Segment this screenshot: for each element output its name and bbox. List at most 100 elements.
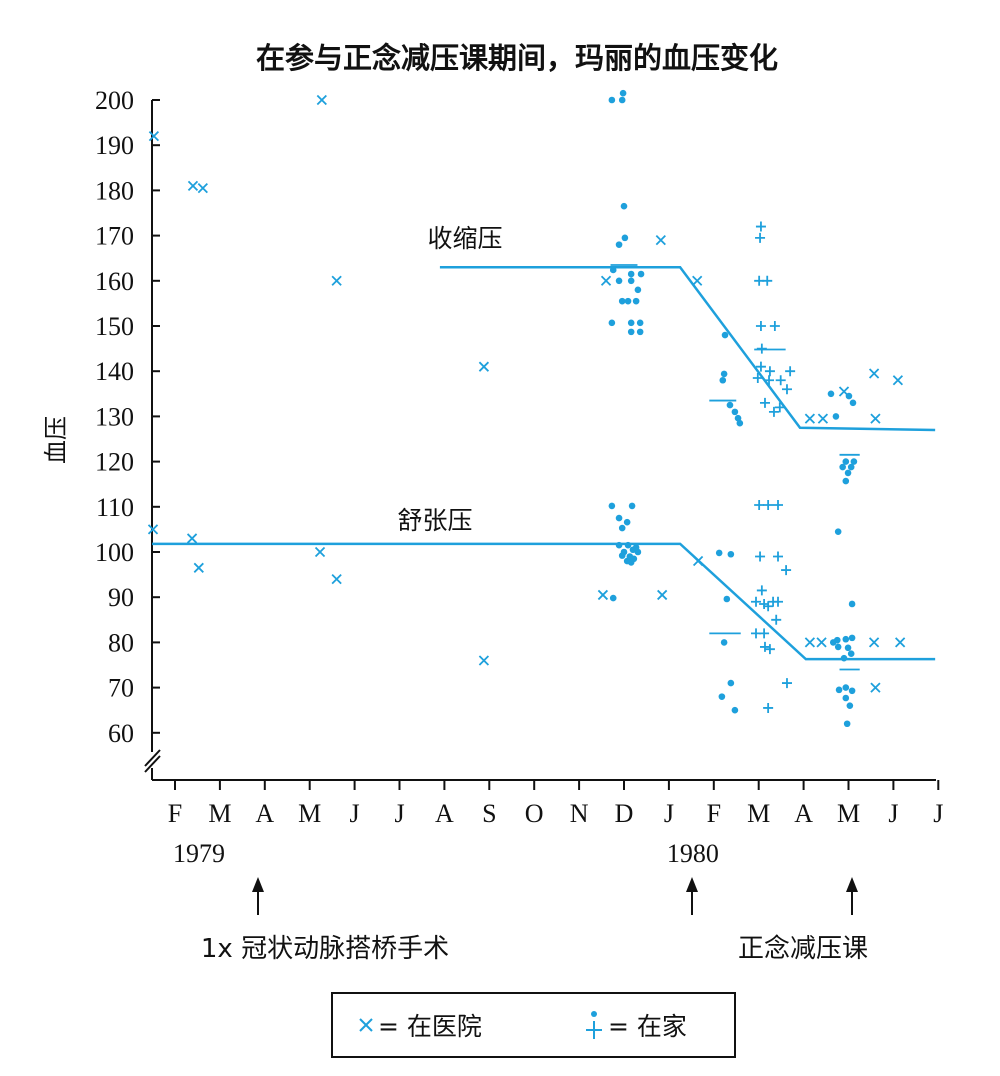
- home-dot-point: [608, 96, 616, 104]
- year-label: 1979: [173, 839, 225, 868]
- home-dot-point: [844, 644, 852, 652]
- hospital-x-point: [147, 524, 159, 535]
- y-tick-label: 130: [95, 402, 134, 431]
- hospital-x-point: [314, 546, 326, 558]
- home-dot-point: [723, 595, 731, 603]
- x-tick-label: F: [707, 799, 721, 828]
- home-dot-point: [609, 266, 617, 274]
- home-plus-point: [781, 678, 792, 689]
- trend-lines: [152, 265, 936, 661]
- home-plus-point: [752, 372, 763, 383]
- legend-x-marker-icon: [359, 1018, 373, 1032]
- x-tick-label: D: [615, 799, 634, 828]
- home-plus-point: [755, 221, 766, 232]
- home-dot-point: [843, 720, 851, 728]
- home-dot-point: [845, 392, 853, 400]
- home-plus-point: [755, 361, 766, 372]
- hospital-x-point: [870, 682, 881, 693]
- axes: 200 190 180 170 160 150 140 130 120 110 100 90 80 70 6…: [95, 86, 943, 868]
- home-dot-point: [609, 594, 617, 602]
- hospital-x-point: [600, 275, 612, 286]
- y-tick-label: 120: [95, 448, 134, 477]
- home-dot-point: [721, 331, 729, 339]
- arrowhead-icon: [252, 877, 264, 892]
- x-tick-label: J: [888, 799, 898, 828]
- home-dot-point: [624, 297, 632, 305]
- diastolic-label: 舒张压: [397, 506, 472, 535]
- hospital-x-point: [331, 573, 342, 585]
- home-dot-point: [848, 687, 856, 695]
- home-plus-point: [773, 551, 784, 562]
- chart-title: 在参与正念减压课期间，玛丽的血压变化: [256, 41, 778, 75]
- x-tick-label: S: [482, 799, 496, 828]
- home-plus-point: [751, 596, 762, 607]
- home-plus-point: [754, 499, 765, 510]
- y-tick-label: 150: [95, 312, 134, 341]
- home-dot-point: [615, 541, 623, 549]
- hospital-x-point: [331, 275, 342, 286]
- home-dot-point: [621, 234, 629, 242]
- home-plus-point: [756, 585, 767, 596]
- home-dot-point: [844, 469, 852, 477]
- x-tick-label: A: [794, 799, 813, 828]
- home-dot-point: [608, 319, 616, 327]
- home-dot-point: [624, 541, 632, 549]
- hospital-x-point: [186, 533, 198, 544]
- home-plus-point: [755, 551, 766, 562]
- x-tick-label: J: [350, 799, 360, 828]
- home-dot-point: [726, 401, 734, 409]
- hospital-x-point: [148, 131, 160, 142]
- hospital-x-point: [816, 637, 827, 648]
- home-dot-point: [715, 549, 723, 557]
- home-dot-point: [627, 559, 635, 566]
- y-tick-label: 110: [96, 493, 134, 522]
- home-plus-point: [773, 499, 784, 510]
- home-plus-point: [756, 343, 767, 354]
- y-axis-label: 血压: [42, 416, 70, 464]
- legend-box: [331, 992, 736, 1058]
- annotations: 1x 冠状动脉搭桥手术 正念减压课: [201, 877, 868, 964]
- x-tick-label: M: [298, 799, 321, 828]
- home-dot-point: [634, 286, 642, 294]
- trend-line-diastolic: [152, 542, 936, 661]
- hospital-x-point: [894, 637, 906, 648]
- x-tick-label: M: [747, 799, 770, 828]
- hospital-x-point: [892, 375, 904, 386]
- legend: = 在医院 = 在家: [331, 992, 736, 1058]
- home-dot-point: [734, 414, 742, 422]
- legend-home-label: = 在家: [608, 1012, 687, 1041]
- home-dot-point: [632, 297, 640, 305]
- hospital-x-point: [187, 180, 199, 192]
- hospital-x-point: [817, 413, 829, 424]
- home-plus-point: [781, 384, 792, 395]
- home-plus-point: [763, 601, 774, 612]
- home-dot-point: [627, 277, 635, 285]
- home-dot-point: [848, 600, 856, 608]
- y-tick-label: 170: [95, 222, 134, 251]
- home-dot-point: [615, 241, 623, 248]
- year-label: 1980: [667, 839, 719, 868]
- home-dot-point: [636, 319, 644, 327]
- x-tick-label: J: [664, 799, 674, 828]
- home-dot-point: [727, 679, 735, 687]
- home-dot-point: [628, 502, 636, 510]
- home-dot-point: [835, 686, 843, 694]
- home-dot-point: [847, 650, 855, 657]
- home-plus-point: [768, 406, 779, 417]
- home-dot-point: [618, 96, 626, 104]
- home-dot-point: [839, 463, 846, 471]
- home-plus-point: [763, 702, 774, 713]
- home-dot-point: [832, 413, 840, 420]
- x-tick-label: N: [570, 799, 589, 828]
- hospital-x-point: [197, 183, 208, 194]
- systolic-label: 收缩压: [427, 224, 502, 253]
- home-dot-point: [840, 654, 848, 662]
- y-tick-label: 90: [108, 583, 134, 612]
- home-dot-point: [634, 548, 642, 556]
- legend-hospital-label: = 在医院: [378, 1012, 482, 1041]
- hospital-x-point: [478, 361, 490, 372]
- home-plus-point: [755, 321, 766, 331]
- home-dot-point: [637, 270, 645, 278]
- home-dot-point: [620, 202, 628, 210]
- home-plus-point: [764, 375, 775, 386]
